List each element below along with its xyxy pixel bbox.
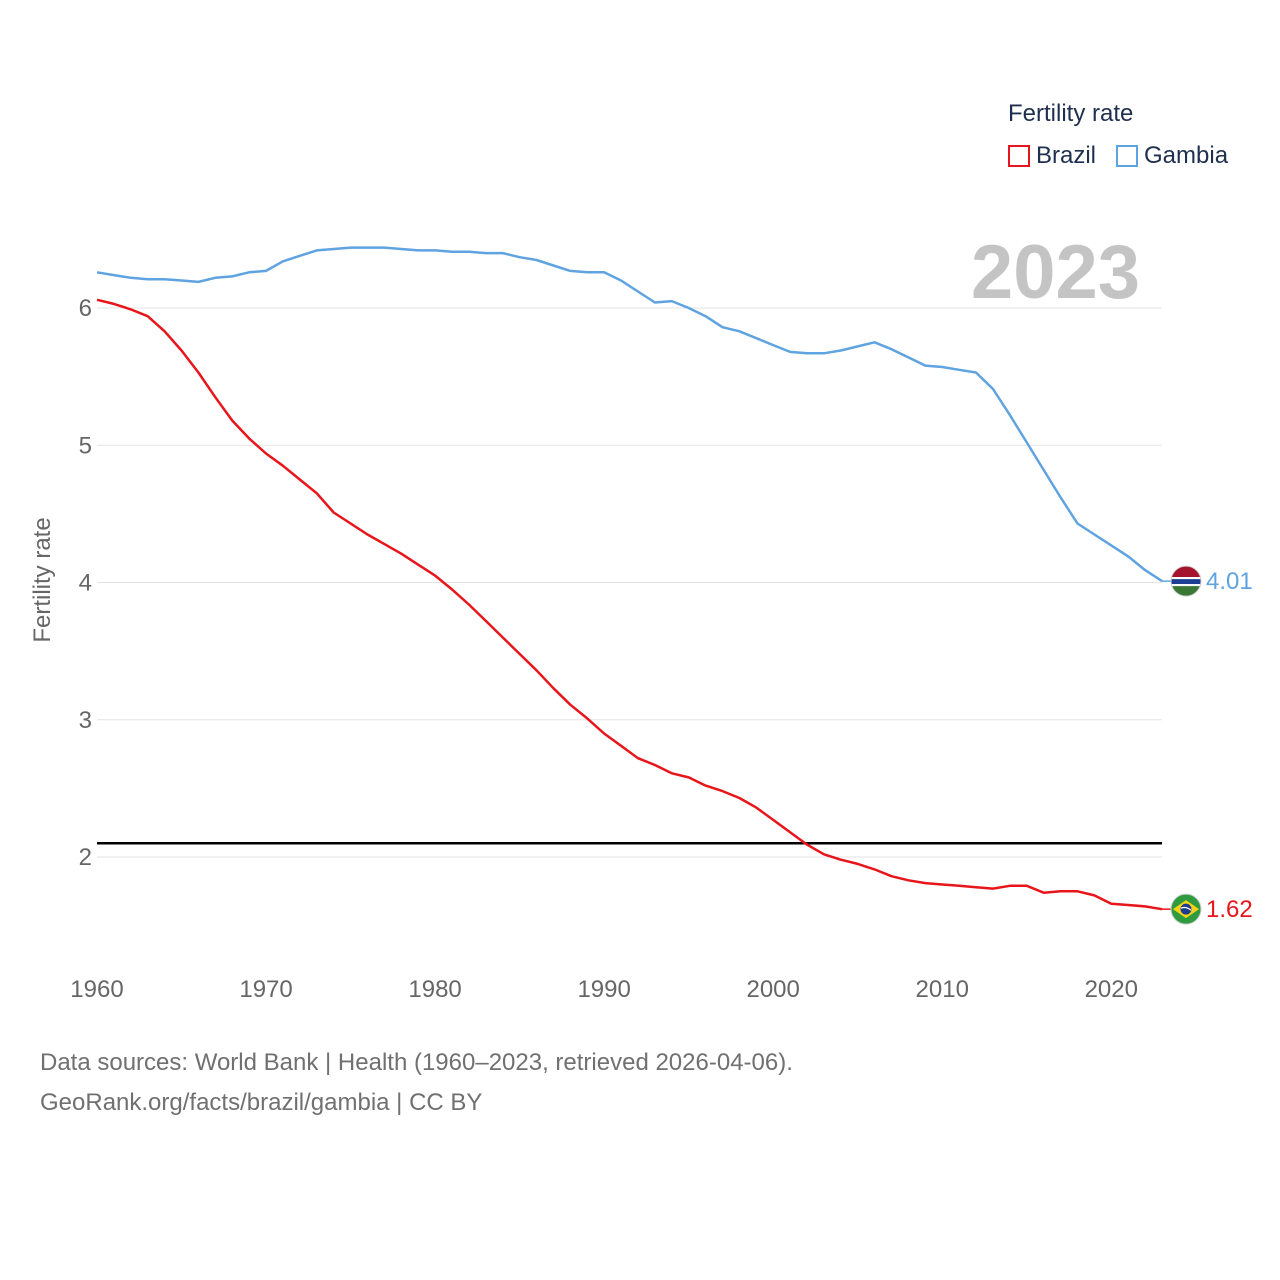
end-label-brazil: 1.62 [1206,896,1253,923]
gridlines [97,307,1162,858]
y-tick-label: 2 [79,844,92,871]
legend-swatch-brazil [1008,145,1030,167]
series-line-gambia[interactable] [96,246,1163,583]
x-tick-label: 1990 [577,976,630,1003]
legend-label-gambia: Gambia [1144,142,1229,169]
legend-swatch-gambia [1116,145,1139,167]
year-label: 2023 [971,230,1140,315]
x-tick-label: 2010 [916,976,969,1003]
brazil-flag-icon [1170,893,1202,925]
end-label-gambia: 4.01 [1206,568,1253,595]
y-tick-label: 3 [79,707,92,734]
legend-title: Fertility rate [1008,100,1134,127]
y-axis-ticks: 2 3 4 5 6 [79,295,92,871]
series-line-brazil[interactable] [96,298,1163,911]
x-axis-ticks: 1960 1970 1980 1990 2000 2010 2020 [70,976,1138,1003]
y-axis-label: Fertility rate [29,517,56,642]
x-tick-label: 1960 [70,976,123,1003]
x-tick-label: 2020 [1085,976,1138,1003]
footer: Data sources: World Bank | Health (1960–… [40,1043,793,1123]
x-tick-label: 1970 [239,976,292,1003]
gambia-flag-icon [1170,565,1202,597]
legend-label-brazil: Brazil [1036,142,1097,169]
x-tick-label: 2000 [746,976,799,1003]
y-tick-label: 6 [79,295,92,322]
legend: Brazil Gambia [1008,142,1240,170]
data-sources-text: Data sources: World Bank | Health (1960–… [40,1049,793,1076]
legend-item-brazil[interactable]: Brazil [1008,142,1096,170]
attribution-text: GeoRank.org/facts/brazil/gambia | CC BY [40,1089,483,1116]
x-tick-label: 1980 [408,976,461,1003]
legend-item-gambia[interactable]: Gambia [1116,142,1228,170]
y-tick-label: 5 [79,432,92,459]
series-layer [96,246,1163,911]
y-tick-label: 4 [79,570,92,597]
end-markers: 1.62 4.01 [1162,565,1253,925]
